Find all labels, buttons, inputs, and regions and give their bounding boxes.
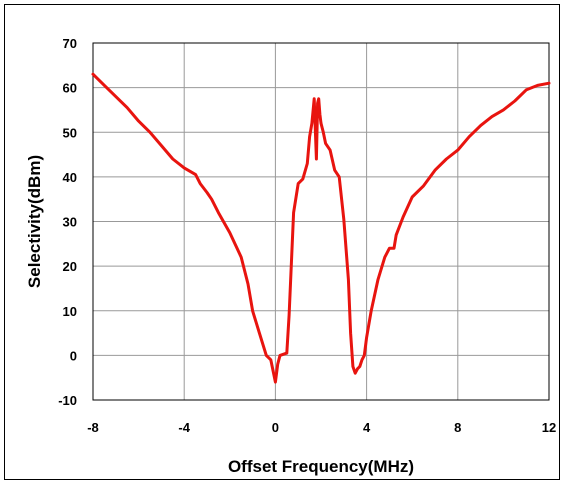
x-tick-label: -4 — [178, 420, 190, 435]
chart-frame — [4, 4, 560, 480]
series-line — [91, 72, 551, 384]
x-axis-title: Offset Frequency(MHz) — [228, 457, 414, 476]
x-tick-label: 12 — [542, 420, 556, 435]
y-tick-label: 40 — [63, 170, 77, 185]
y-tick-label: -10 — [58, 393, 77, 408]
plot-area-border — [92, 42, 550, 401]
y-axis-title: Selectivity(dBm) — [25, 155, 44, 288]
y-tick-label: 60 — [63, 81, 77, 96]
x-tick-label: -8 — [87, 420, 99, 435]
x-tick-label: 4 — [363, 420, 371, 435]
y-tick-label: 0 — [70, 348, 77, 363]
x-tick-labels: -8 -4 0 4 8 12 — [87, 420, 556, 435]
x-tick-label: 8 — [454, 420, 461, 435]
y-tick-label: 70 — [63, 36, 77, 51]
y-tick-label: 10 — [63, 304, 77, 319]
y-tick-label: 20 — [63, 259, 77, 274]
y-tick-label: 50 — [63, 125, 77, 140]
grid — [92, 42, 550, 401]
y-tick-labels: -10 0 10 20 30 40 50 60 70 — [58, 36, 77, 408]
x-tick-label: 0 — [272, 420, 279, 435]
y-tick-label: 30 — [63, 215, 77, 230]
